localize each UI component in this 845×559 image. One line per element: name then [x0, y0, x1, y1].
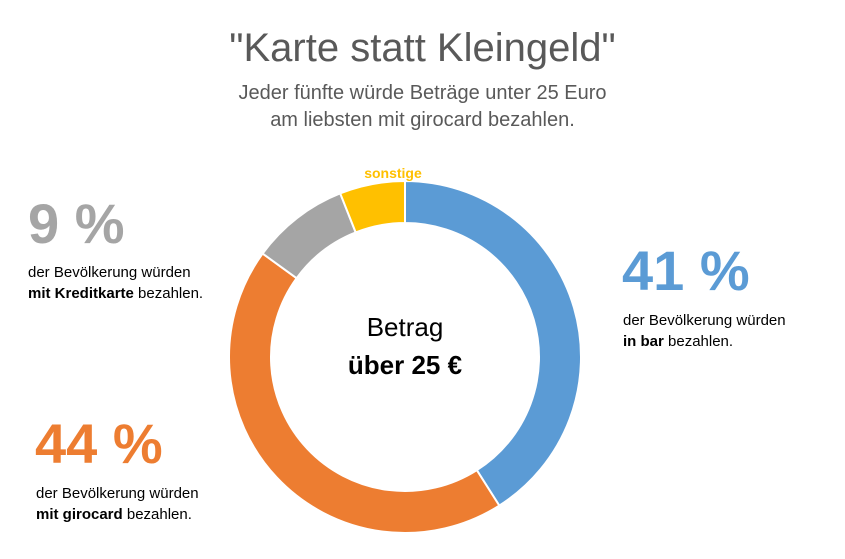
kredit-desc-rest: bezahlen. [133, 285, 204, 302]
bar-percent: 41 % [622, 239, 750, 302]
kredit-description: der Bevölkerung würden mit Kreditkarte b… [28, 262, 203, 304]
donut-slice-sonstige [338, 179, 406, 234]
center-label-line-2: über 25 € [347, 350, 463, 380]
girocard-percent: 44 % [35, 412, 163, 475]
bar-desc-rest: bezahlen. [663, 333, 734, 350]
chart-title: "Karte statt Kleingeld" [229, 26, 616, 70]
girocard-description: der Bevölkerung würden mit girocard beza… [36, 483, 199, 525]
subtitle-line-2: am liebsten mit girocard bezahlen. [270, 109, 575, 131]
girocard-desc-rest: bezahlen. [122, 506, 192, 523]
chart-subtitle: Jeder fünfte würde Beträge unter 25 Euro… [0, 80, 845, 134]
bar-desc-line1: der Bevölkerung würden [623, 312, 786, 329]
subtitle-line-1: Jeder fünfte würde Beträge unter 25 Euro [238, 82, 607, 104]
center-label-line-1: Betrag [366, 312, 444, 342]
donut-slice-girocard [228, 252, 501, 534]
slice-label-sonstige: sonstige [364, 165, 422, 181]
donut-slice-bar [404, 179, 582, 507]
bar-desc-bold: in bar [623, 333, 664, 350]
kredit-percent: 9 % [28, 192, 125, 255]
girocard-desc-bold: mit girocard [36, 506, 123, 523]
bar-description: der Bevölkerung würden in bar bezahlen. [623, 310, 786, 352]
kredit-desc-bold: mit Kreditkarte [28, 285, 134, 302]
kredit-desc-line1: der Bevölkerung würden [28, 264, 191, 281]
girocard-desc-line1: der Bevölkerung würden [36, 485, 199, 502]
